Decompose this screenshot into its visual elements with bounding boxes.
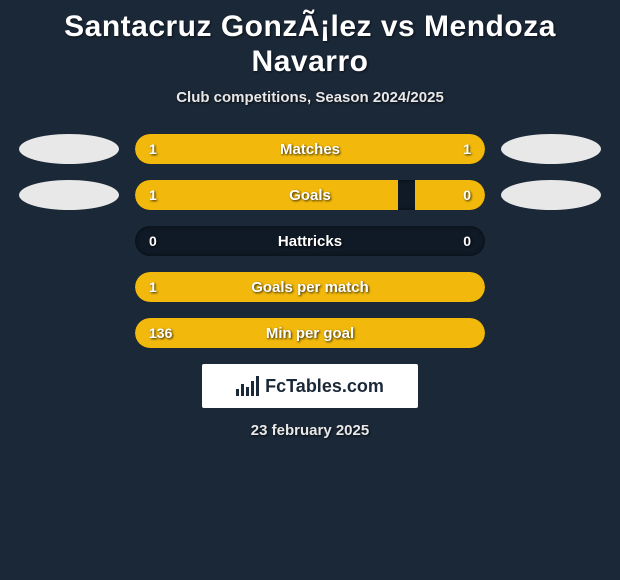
subtitle: Club competitions, Season 2024/2025 xyxy=(0,89,620,106)
stat-row: 10Goals xyxy=(0,180,620,210)
stat-bar-track: 136Min per goal xyxy=(135,318,485,348)
stat-bar-track: 0 0Hattricks xyxy=(135,226,485,256)
stat-row: 136Min per goal xyxy=(0,318,620,348)
page-title: Santacruz GonzÃ¡lez vs Mendoza Navarro xyxy=(0,4,620,81)
player1-bar xyxy=(135,134,310,164)
player2-bar xyxy=(310,134,485,164)
date-text: 23 february 2025 xyxy=(0,422,620,439)
spacer-right xyxy=(501,318,601,348)
player2-marker xyxy=(501,180,601,210)
stat-bar-track: 11Matches xyxy=(135,134,485,164)
player2-bar xyxy=(415,180,485,210)
spacer-left xyxy=(19,272,119,302)
spacer-left xyxy=(19,226,119,256)
spacer-right xyxy=(501,272,601,302)
spacer-left xyxy=(19,318,119,348)
stat-row: 0 0Hattricks xyxy=(0,226,620,256)
player1-marker xyxy=(19,134,119,164)
player1-marker xyxy=(19,180,119,210)
stat-row: 1Goals per match xyxy=(0,272,620,302)
player2-marker xyxy=(501,134,601,164)
player1-bar xyxy=(135,272,485,302)
player1-bar xyxy=(135,180,398,210)
player2-value: 0 xyxy=(463,226,471,256)
player1-bar xyxy=(135,318,485,348)
stat-row: 11Matches xyxy=(0,134,620,164)
stat-rows: 11Matches 10Goals 0 0Hattricks 1Goals per ma… xyxy=(0,134,620,348)
chart-icon xyxy=(236,376,259,396)
logo-text: FcTables.com xyxy=(265,376,384,397)
stat-bar-track: 10Goals xyxy=(135,180,485,210)
stats-card: Santacruz GonzÃ¡lez vs Mendoza Navarro C… xyxy=(0,0,620,580)
logo-box: FcTables.com xyxy=(202,364,418,408)
stat-bar-track: 1Goals per match xyxy=(135,272,485,302)
player1-value: 0 xyxy=(149,226,157,256)
stat-label: Hattricks xyxy=(135,226,485,256)
spacer-right xyxy=(501,226,601,256)
